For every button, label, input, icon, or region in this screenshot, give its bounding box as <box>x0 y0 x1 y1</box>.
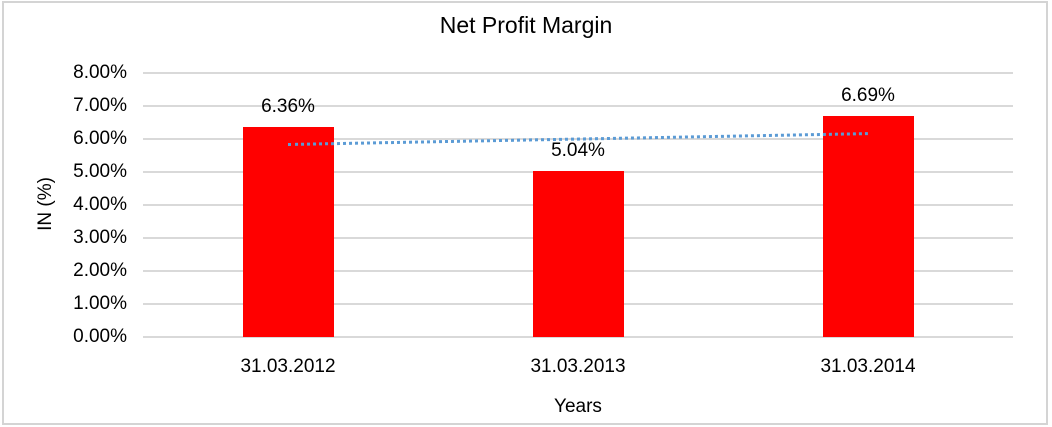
y-tick-label: 3.00% <box>73 227 127 248</box>
gridline <box>143 105 1013 107</box>
chart-title: Net Profit Margin <box>439 12 613 38</box>
y-tick-label: 5.00% <box>73 161 127 182</box>
y-tick-label: 6.00% <box>73 128 127 149</box>
x-tick-label: 31.03.2013 <box>530 356 626 377</box>
y-tick-label: 4.00% <box>73 194 127 215</box>
x-axis-title: Years <box>554 396 602 417</box>
y-tick-label: 2.00% <box>73 260 127 281</box>
bar-value-label: 5.04% <box>551 139 605 161</box>
gridline <box>143 138 1013 140</box>
bar <box>532 170 624 337</box>
gridline <box>143 336 1013 338</box>
y-tick-label: 8.00% <box>73 62 127 83</box>
y-tick-label: 1.00% <box>73 293 127 314</box>
bar <box>242 127 334 337</box>
x-tick-label: 31.03.2012 <box>240 356 336 377</box>
y-tick-label: 0.00% <box>73 326 127 347</box>
x-tick-label: 31.03.2014 <box>820 356 916 377</box>
bar <box>822 116 914 337</box>
gridline <box>143 72 1013 74</box>
y-tick-label: 7.00% <box>73 95 127 116</box>
bar-value-label: 6.69% <box>841 85 895 107</box>
bar-value-label: 6.36% <box>261 96 315 118</box>
